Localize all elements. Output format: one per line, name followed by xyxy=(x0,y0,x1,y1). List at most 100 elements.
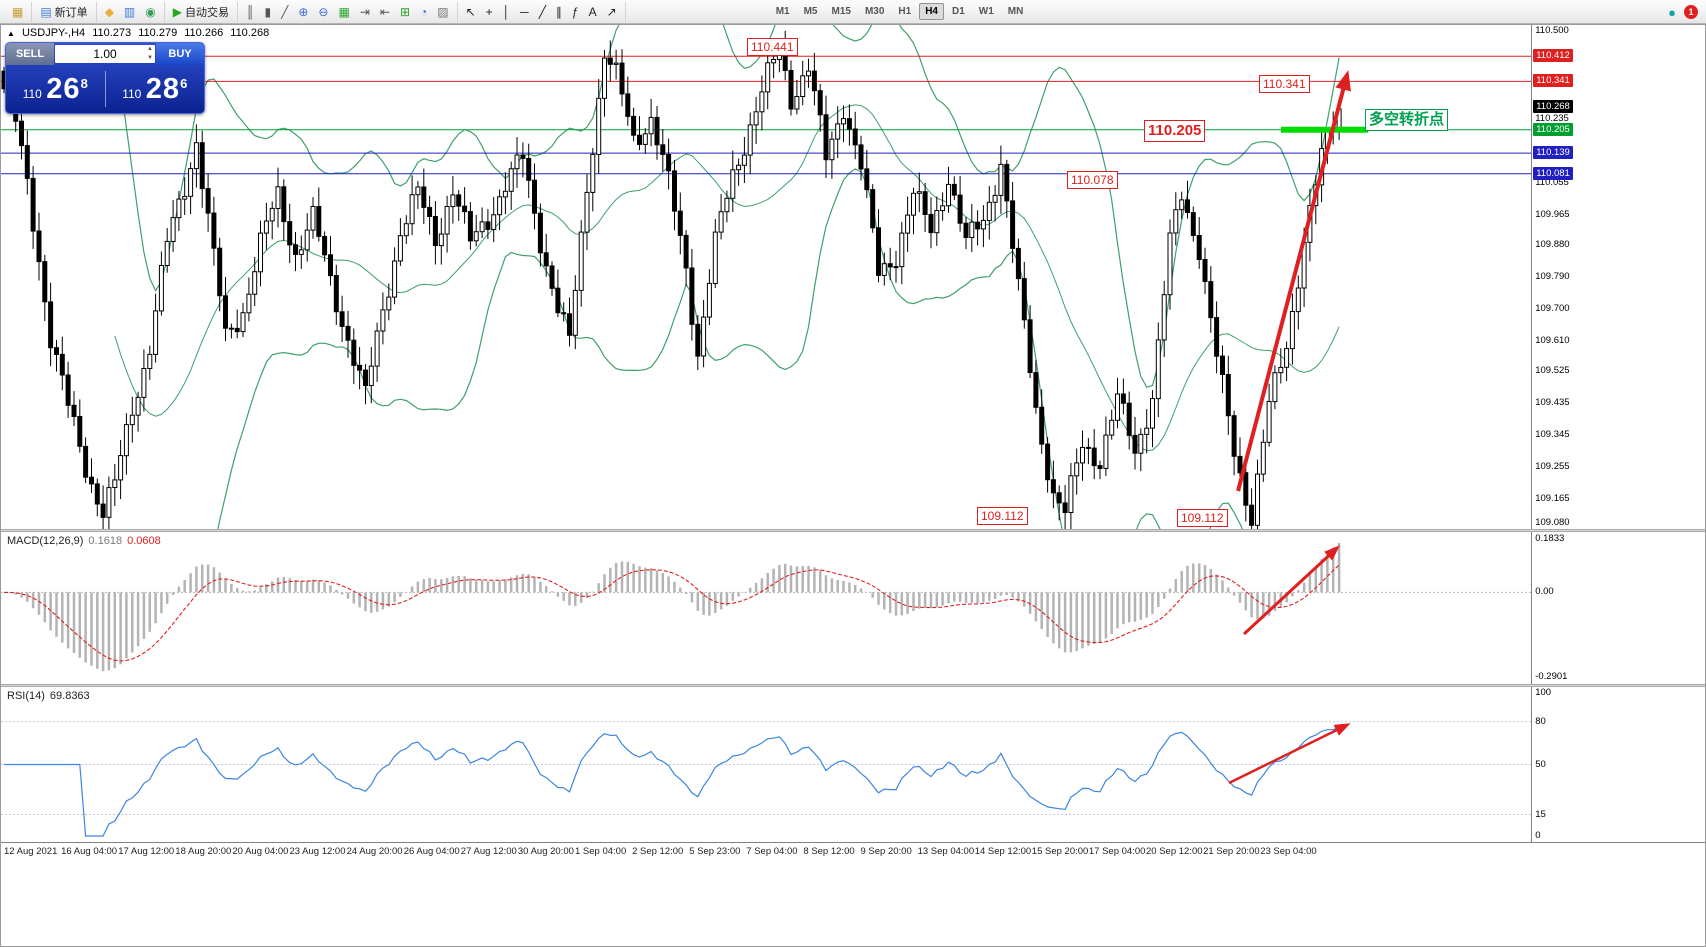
auto-scroll-icon[interactable]: ⇥ xyxy=(355,2,375,21)
charts-menu-icon[interactable]: ▦ xyxy=(7,2,28,21)
notification-badge[interactable]: 1 xyxy=(1684,5,1698,19)
bar-chart-style-icon[interactable]: ║ xyxy=(241,2,260,21)
price-tick: 109.080 xyxy=(1535,517,1570,528)
volume-stepper[interactable]: ▲ ▼ xyxy=(147,45,153,63)
resistance-label-110341[interactable]: 110.341 xyxy=(1259,75,1310,93)
equidistant-channel-icon: ∥ xyxy=(555,4,562,19)
arrows-tool-icon[interactable]: ↗ xyxy=(602,2,622,21)
trade-panel-collapse-icon[interactable]: ▲ xyxy=(7,29,15,38)
sell-price-big: 26 xyxy=(46,72,81,105)
vertical-line-icon[interactable]: │ xyxy=(498,2,516,21)
volume-value: 1.00 xyxy=(93,47,117,61)
timeframe-h1[interactable]: H1 xyxy=(898,6,912,17)
support-label-110078[interactable]: 110.078 xyxy=(1067,171,1118,189)
time-label: 1 Sep 04:00 xyxy=(575,846,627,857)
pivot-label-110205[interactable]: 110.205 xyxy=(1144,120,1206,142)
buy-price[interactable]: 110 286 xyxy=(106,73,205,106)
chart-shift-icon[interactable]: ⇤ xyxy=(375,2,395,21)
volume-up-icon[interactable]: ▲ xyxy=(147,46,153,52)
close-value: 110.268 xyxy=(230,27,270,39)
fibonacci-icon[interactable]: ƒ xyxy=(567,2,584,21)
volume-input[interactable]: 1.00 ▲ ▼ xyxy=(55,45,155,63)
candlestick-chart[interactable]: ▲ USDJPY-,H4 110.273 110.279 110.266 110… xyxy=(1,25,1532,529)
price-tick: 109.165 xyxy=(1535,492,1570,504)
time-label: 26 Aug 04:00 xyxy=(403,846,460,857)
price-scale[interactable]: 110.500 110.235 110.055 109.965 109.880 109.7… xyxy=(1531,25,1705,529)
strategy-tester-icon[interactable]: ◉ xyxy=(140,2,160,21)
sell-button[interactable]: SELL xyxy=(6,43,54,65)
timeframe-h4[interactable]: H4 xyxy=(919,3,944,20)
timeframe-m30[interactable]: M30 xyxy=(864,6,885,17)
resistance-label-110441[interactable]: 110.441 xyxy=(747,38,798,56)
macd-scale[interactable]: 0.1833 0.00 -0.2901 xyxy=(1531,532,1705,684)
line-chart-style-icon: ╱ xyxy=(281,4,289,19)
timeframe-m5[interactable]: M5 xyxy=(803,6,818,17)
trend-arrow[interactable] xyxy=(1242,545,1340,636)
trend-arrow[interactable] xyxy=(1228,723,1351,785)
text-label-icon[interactable]: A xyxy=(584,2,602,21)
crosshair-icon[interactable]: + xyxy=(481,2,498,21)
low-label-109112-b[interactable]: 109.112 xyxy=(1177,509,1228,527)
line-chart-style-icon[interactable]: ╱ xyxy=(276,2,293,21)
metaquotes-icon[interactable]: ◆ xyxy=(100,2,119,21)
rsi-scale[interactable]: 100 80 50 15 0 xyxy=(1531,687,1705,842)
timeframe-m1[interactable]: M1 xyxy=(775,6,790,17)
candlestick-style-icon[interactable]: ▮ xyxy=(260,2,277,21)
cursor-icon[interactable]: ↖ xyxy=(461,2,481,21)
macd-svg xyxy=(1,542,1532,672)
low-label-109112-a[interactable]: 109.112 xyxy=(977,507,1028,525)
trend-arrow[interactable] xyxy=(1236,70,1351,492)
timeframe-mn[interactable]: MN xyxy=(1007,6,1024,17)
price-tick: 109.435 xyxy=(1535,397,1570,408)
timeframe-d1[interactable]: D1 xyxy=(952,6,965,17)
timeframe-w1[interactable]: W1 xyxy=(978,6,994,17)
panel-splitter[interactable] xyxy=(1,529,1705,532)
price-tick: 109.790 xyxy=(1535,271,1570,282)
price-divider xyxy=(104,71,106,107)
time-label: 7 Sep 04:00 xyxy=(746,846,798,857)
autotrading-button[interactable]: ▶ 自动交易 xyxy=(168,2,234,21)
price-badge: 110.341 xyxy=(1533,74,1573,88)
horizontal-line-icon: ─ xyxy=(520,4,529,19)
templates-icon[interactable]: ▨ xyxy=(432,2,453,21)
turning-point-note[interactable]: 多空转折点 xyxy=(1365,109,1449,131)
periods-menu-icon[interactable]: ◔ xyxy=(415,2,432,21)
data-window-icon: ▥ xyxy=(123,4,136,19)
buy-button[interactable]: BUY xyxy=(156,43,204,65)
macd-signal-value: 0.0608 xyxy=(127,535,161,547)
price-tick: 109.965 xyxy=(1535,208,1570,220)
zoom-in-icon: ⊕ xyxy=(298,4,309,19)
panel-splitter[interactable] xyxy=(1,684,1705,687)
rsi-indicator[interactable]: RSI(14) 69.8363 xyxy=(1,687,1532,842)
open-value: 110.273 xyxy=(92,27,132,39)
new-order-icon: ▤ xyxy=(40,4,52,19)
horizontal-line-icon[interactable]: ─ xyxy=(515,2,534,21)
buy-price-pip: 6 xyxy=(180,75,188,91)
data-window-icon[interactable]: ▥ xyxy=(119,2,140,21)
timeframe-m15[interactable]: M15 xyxy=(831,6,851,17)
zoom-out-icon[interactable]: ⊖ xyxy=(313,2,333,21)
sell-price[interactable]: 110 268 xyxy=(6,73,105,106)
price-tick: 109.880 xyxy=(1535,239,1570,251)
macd-indicator[interactable]: MACD(12,26,9) 0.1618 0.0608 xyxy=(1,532,1532,684)
time-label: 20 Aug 04:00 xyxy=(232,846,289,857)
zoom-out-icon: ⊖ xyxy=(318,4,329,19)
new-order-button[interactable]: ▤ 新订单 xyxy=(35,2,92,21)
time-scale[interactable]: 12 Aug 2021 16 Aug 04:00 17 Aug 12:00 18 Au… xyxy=(1,842,1705,860)
candle-series xyxy=(1,30,1342,529)
indicators-icon[interactable]: ⊞ xyxy=(395,2,415,21)
macd-label: MACD(12,26,9) 0.1618 0.0608 xyxy=(7,535,166,547)
time-label: 23 Aug 12:00 xyxy=(289,846,346,857)
rsi-name: RSI(14) xyxy=(7,690,45,702)
community-icon[interactable]: ● xyxy=(1668,4,1676,20)
tile-windows-icon[interactable]: ▦ xyxy=(333,2,354,21)
rsi-label: RSI(14) 69.8363 xyxy=(7,690,95,702)
auto-scroll-icon: ⇥ xyxy=(359,4,370,19)
high-value: 110.279 xyxy=(138,27,178,39)
volume-down-icon[interactable]: ▼ xyxy=(147,55,153,61)
zoom-in-icon[interactable]: ⊕ xyxy=(293,2,313,21)
equidistant-channel-icon[interactable]: ∥ xyxy=(551,2,567,21)
trendline-icon: ╱ xyxy=(538,4,546,19)
rsi-value: 69.8363 xyxy=(49,690,90,702)
trendline-icon[interactable]: ╱ xyxy=(534,2,551,21)
